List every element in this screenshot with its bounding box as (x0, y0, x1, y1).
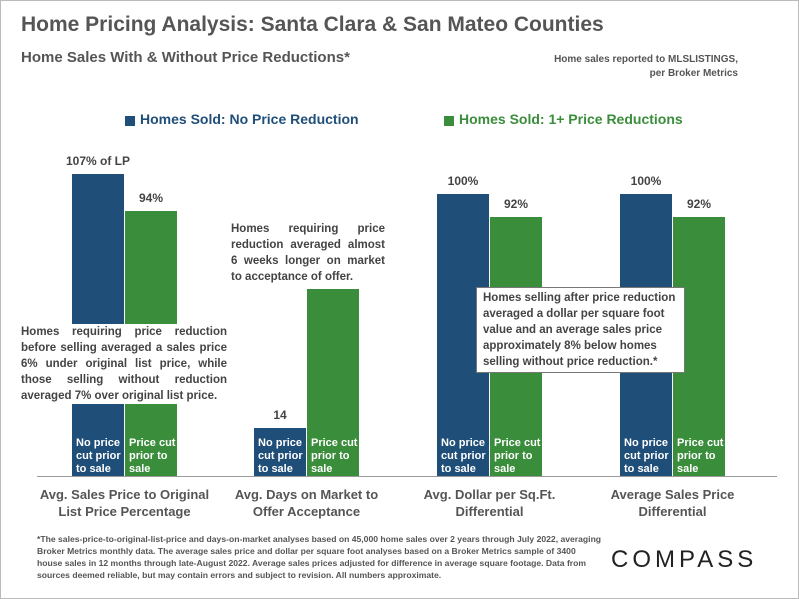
source-note: Home sales reported to MLSLISTINGS, per … (554, 54, 738, 79)
legend-swatch (125, 116, 135, 126)
category-label: Average Sales Price Differential (610, 487, 735, 519)
annotation: Homes requiring price reduction averaged… (231, 221, 385, 285)
category-label: Avg. Sales Price to Original List Price … (39, 487, 210, 519)
value-label: 107% of LP (65, 154, 131, 169)
subtitle: Home Sales With & Without Price Reductio… (21, 49, 350, 66)
baseline (37, 476, 777, 477)
bar (254, 428, 306, 476)
bar-inner-label: Price cut prior to sale (311, 437, 358, 475)
bar-inner-label: Price cut prior to sale (677, 437, 724, 475)
bar-inner-label: No price cut prior to sale (441, 437, 486, 475)
bar (307, 289, 359, 476)
annotation: Homes selling after price reduction aver… (476, 287, 685, 373)
logo: COMPASS (611, 546, 758, 573)
legend-swatch (444, 116, 454, 126)
value-label: 100% (630, 174, 662, 188)
value-label: 94% (138, 190, 164, 205)
category-label: Avg. Dollar per Sq.Ft. Differential (423, 487, 556, 519)
value-label: 14 (273, 408, 287, 423)
legend-label: Homes Sold: 1+ Price Reductions (459, 111, 683, 127)
category-label: Avg. Days on Market to Offer Acceptance (234, 487, 379, 519)
bar-inner-label: No price cut prior to sale (258, 437, 303, 475)
value-label: 92% (686, 196, 712, 211)
bar-inner-label: Price cut prior to sale (129, 437, 176, 475)
footnote: *The sales-price-to-original-list-price … (37, 534, 602, 580)
bar-inner-label: Price cut prior to sale (494, 437, 541, 475)
annotation: Homes requiring price reduction before s… (19, 324, 229, 404)
legend-label: Homes Sold: No Price Reduction (140, 111, 359, 127)
bar-inner-label: No price cut prior to sale (76, 437, 121, 475)
value-label: 100% (447, 174, 479, 188)
value-label: 92% (503, 196, 529, 211)
title: Home Pricing Analysis: Santa Clara & San… (21, 13, 604, 36)
bar-inner-label: No price cut prior to sale (624, 437, 669, 475)
